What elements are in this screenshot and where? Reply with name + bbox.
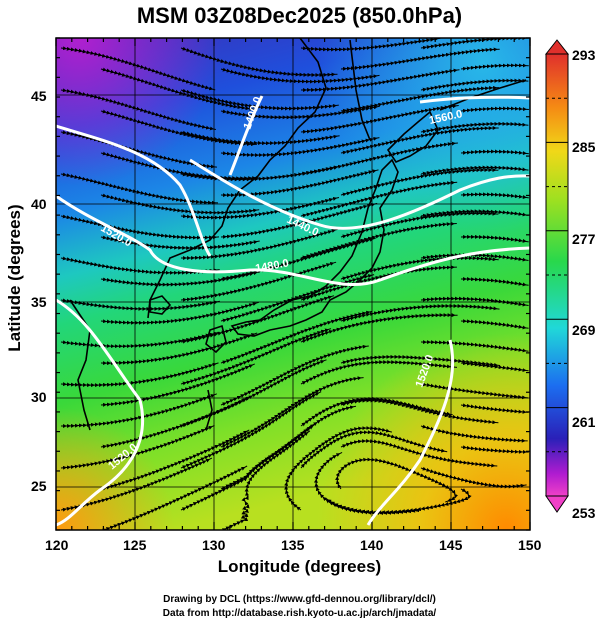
streamline [460, 403, 529, 414]
streamline [460, 149, 529, 156]
y-axis-label: Latitude (degrees) [5, 204, 24, 352]
data-credit: Data from http://database.rish.kyoto-u.a… [162, 608, 437, 619]
streamline [420, 296, 529, 307]
height-contours [56, 95, 530, 527]
contour-label: 1480.0 [254, 257, 289, 275]
streamline [460, 361, 529, 373]
colorbar-label-277: 277 [572, 231, 596, 247]
colorbar-label-269: 269 [572, 322, 596, 338]
streamline [301, 68, 460, 93]
streamline [221, 430, 311, 530]
map-title: MSM 03Z08Dec2025 (850.0hPa) [136, 3, 463, 28]
colorbar-label-261: 261 [572, 414, 596, 430]
y-tick-40: 40 [31, 196, 47, 212]
streamline [460, 192, 529, 200]
y-tick-25: 25 [31, 478, 47, 494]
streamline [313, 451, 422, 516]
streamline [460, 63, 529, 71]
streamline [460, 445, 529, 454]
x-axis-label: Longitude (degrees) [217, 557, 382, 576]
y-tick-45: 45 [31, 88, 47, 104]
y-tick-30: 30 [31, 389, 47, 405]
x-tick-145: 145 [439, 537, 463, 553]
x-tick-135: 135 [281, 537, 305, 553]
drawing-credit: Drawing by DCL (https://www.gfd-dennou.o… [163, 594, 436, 605]
x-tick-140: 140 [360, 537, 384, 553]
wind-streamlines [60, 38, 529, 530]
streamline [460, 319, 529, 330]
streamline [300, 141, 458, 176]
colorbar-label-293: 293 [572, 47, 596, 63]
x-tick-125: 125 [123, 537, 147, 553]
colorbar-label-253: 253 [572, 505, 596, 521]
streamline [420, 382, 529, 400]
streamline [300, 104, 459, 134]
x-tick-120: 120 [45, 537, 69, 553]
y-tick-35: 35 [31, 294, 47, 310]
streamline [460, 106, 529, 113]
x-tick-130: 130 [202, 537, 226, 553]
streamline [420, 340, 529, 353]
colorbar [544, 39, 570, 513]
axis-ticks [55, 37, 531, 531]
streamline [340, 47, 500, 71]
streamline [461, 276, 529, 287]
streamline [300, 38, 441, 52]
streamline [420, 252, 529, 262]
streamline [460, 234, 529, 243]
x-tick-150: 150 [518, 537, 542, 553]
colorbar-label-285: 285 [572, 139, 596, 155]
